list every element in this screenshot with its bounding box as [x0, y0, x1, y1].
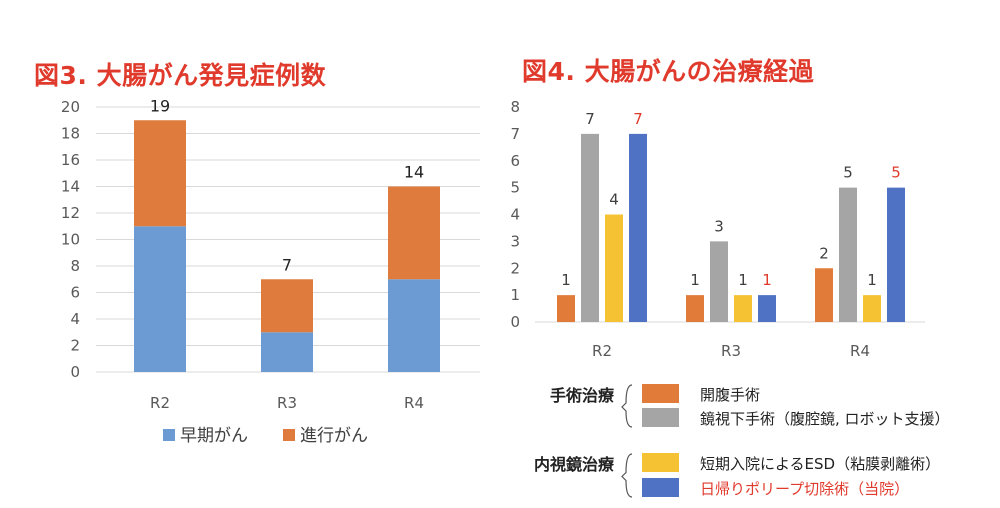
- chart2-legend-label: 日帰りポリープ切除術（当院）: [700, 480, 909, 498]
- chart2-y-tick-label: 2: [510, 259, 520, 277]
- chart1-y-tick-label: 4: [70, 310, 80, 328]
- chart2-data-label: 1: [561, 271, 571, 289]
- chart2-bar-polyp-r4: [887, 187, 905, 322]
- chart2-legend-label: 開腹手術: [700, 386, 760, 404]
- chart2-y-tick-label: 0: [510, 313, 520, 331]
- chart2-y-tick-label: 6: [510, 152, 520, 170]
- chart2-data-label: 1: [762, 271, 772, 289]
- chart2-bar-open-r2: [557, 295, 575, 322]
- chart1-x-tick-label: R3: [277, 394, 297, 412]
- chart2-data-label: 5: [843, 164, 853, 182]
- chart1-legend-label: 早期がん: [180, 426, 248, 446]
- chart2-data-label: 1: [690, 271, 700, 289]
- chart1-bar-advanced-r2: [134, 120, 186, 227]
- chart2-bar-open-r3: [686, 295, 704, 322]
- chart1-legend-swatch: [283, 429, 295, 441]
- chart1-legend-label: 進行がん: [300, 426, 368, 446]
- chart1-y-tick-label: 0: [70, 363, 80, 381]
- chart1-y-tick-label: 10: [61, 231, 80, 249]
- chart1-y-tick-label: 6: [70, 284, 80, 302]
- chart2-bar-laparo-r4: [839, 187, 857, 322]
- chart2-title: 図4. 大腸がんの治療経過: [522, 57, 815, 86]
- chart2-data-label: 2: [819, 244, 829, 262]
- chart2-data-label: 4: [609, 191, 619, 209]
- chart1-y-tick-label: 20: [61, 98, 80, 116]
- chart1-y-tick-label: 16: [61, 151, 80, 169]
- chart1-x-tick-label: R2: [150, 394, 170, 412]
- chart2-bar-esd-r2: [605, 214, 623, 322]
- chart2-legend-swatch: [642, 453, 679, 472]
- chart2-x-tick-label: R2: [592, 342, 612, 360]
- chart1-bar-early-r3: [261, 332, 313, 372]
- chart2-data-label: 3: [714, 217, 724, 235]
- chart1-total-label: 7: [282, 255, 292, 274]
- chart2-x-tick-label: R3: [721, 342, 741, 360]
- chart2-legend-bracket: [621, 453, 633, 498]
- chart2-y-tick-label: 3: [510, 232, 520, 250]
- chart2-legend-swatch: [642, 408, 679, 427]
- chart2-y-tick-label: 8: [510, 98, 520, 116]
- chart2-bar-esd-r3: [734, 295, 752, 322]
- chart1-legend-swatch: [163, 429, 175, 441]
- chart1-y-tick-label: 14: [61, 178, 80, 196]
- chart2-data-label: 1: [867, 271, 877, 289]
- chart1-title: 図3. 大腸がん発見症例数: [34, 61, 327, 90]
- chart1-total-label: 14: [404, 163, 424, 182]
- chart2-legend-swatch: [642, 478, 679, 497]
- chart2-legend-swatch: [642, 384, 679, 403]
- chart2-bar-laparo-r2: [581, 133, 599, 322]
- chart2-bar-laparo-r3: [710, 241, 728, 322]
- chart2-legend-group-label: 手術治療: [550, 386, 615, 405]
- chart2-y-tick-label: 7: [510, 125, 520, 143]
- chart2-bar-esd-r4: [863, 295, 881, 322]
- chart2-data-label: 1: [738, 271, 748, 289]
- chart2-bar-open-r4: [815, 268, 833, 322]
- chart2-data-label: 7: [585, 110, 595, 128]
- chart1-y-tick-label: 12: [61, 204, 80, 222]
- chart1-y-tick-label: 8: [70, 257, 80, 275]
- chart2-legend-label: 短期入院によるESD（粘膜剥離術）: [700, 455, 940, 473]
- chart1-y-tick-label: 18: [61, 125, 80, 143]
- chart2-legend-group-label: 内視鏡治療: [534, 455, 615, 474]
- chart2-x-tick-label: R4: [850, 342, 870, 360]
- chart1-bar-early-r2: [134, 226, 186, 372]
- chart2-bar-polyp-r3: [758, 295, 776, 322]
- chart2-data-label: 7: [633, 110, 643, 128]
- chart1-bar-advanced-r4: [388, 186, 440, 280]
- chart1-bar-early-r4: [388, 279, 440, 372]
- chart2-data-label: 5: [891, 164, 901, 182]
- chart2-legend-label: 鏡視下手術（腹腔鏡, ロボット支援）: [700, 410, 950, 428]
- chart2-bar-polyp-r2: [629, 133, 647, 322]
- chart1-bar-advanced-r3: [261, 279, 313, 333]
- chart2-y-tick-label: 4: [510, 206, 520, 224]
- chart2-legend-bracket: [621, 384, 633, 428]
- chart2-y-tick-label: 5: [510, 179, 520, 197]
- chart1-y-tick-label: 2: [70, 337, 80, 355]
- chart2-y-tick-label: 1: [510, 286, 520, 304]
- chart1-total-label: 19: [150, 96, 170, 115]
- chart1-x-tick-label: R4: [404, 394, 424, 412]
